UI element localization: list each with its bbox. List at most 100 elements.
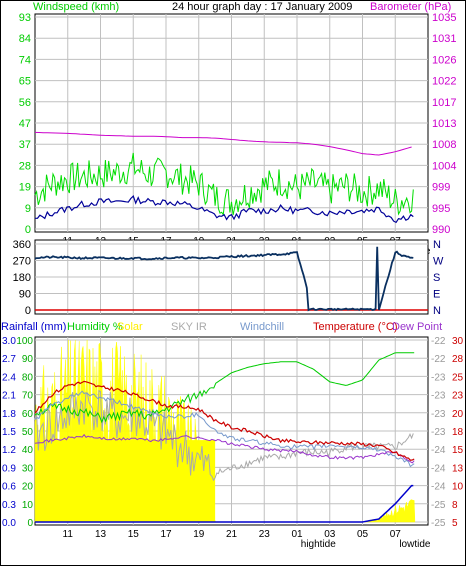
wind-tick-label: 0: [25, 224, 31, 236]
skyir-tick-label: -22: [431, 336, 446, 347]
wind-tick-label: 19: [19, 182, 31, 194]
legend-windchill: Windchill: [240, 321, 284, 333]
barometer-line: [34, 131, 412, 156]
wind-tick-label: 37: [19, 139, 31, 151]
rain-tick-label: 1.5: [2, 427, 16, 438]
rain-tick-label: 3.0: [2, 336, 16, 347]
dir-compass-label: N: [433, 305, 441, 317]
skyir-tick-label: -24: [431, 482, 446, 493]
bot-x-label: 19: [193, 529, 205, 540]
skyir-tick-label: -23: [431, 409, 446, 420]
rain-tick-label: 0.3: [2, 500, 16, 511]
bot-x-label: 11: [63, 529, 74, 540]
baro-tick-label: 990: [432, 224, 450, 236]
dir-compass-label: E: [433, 289, 440, 301]
wind-tick-label: 84: [19, 33, 31, 45]
solar-base: [36, 440, 216, 522]
humidity-tick-label: 80: [22, 372, 34, 383]
temp-tick-label: 25: [452, 372, 464, 383]
rain-tick-label: 0.6: [2, 482, 16, 493]
graph-title: 24 hour graph day : 17 January 2009: [172, 1, 352, 13]
wind-direction-layer: 360 N 270 W 180 S 90 E 0 N: [13, 239, 444, 317]
dir-tick-label: 270: [13, 256, 31, 268]
temp-tick-label: 13: [452, 463, 464, 474]
bot-x-label: 21: [226, 529, 238, 540]
windspeed-axis-title: Windspeed (kmh): [33, 1, 119, 13]
wind-tick-label: 93: [19, 12, 31, 24]
barometer-axis-title: Barometer (hPa): [370, 1, 451, 13]
wind-direction-line: [34, 246, 414, 312]
humidity-tick-label: 60: [22, 409, 34, 420]
wind-tick-label: 9: [25, 203, 31, 215]
dir-compass-label: S: [433, 272, 440, 284]
rain-tick-label: 2.1: [2, 391, 16, 402]
rain-tick-label: 1.2: [2, 445, 16, 456]
humidity-tick-label: 30: [22, 463, 34, 474]
skyir-tick-label: -23: [431, 391, 446, 402]
temperature-humidity-layer: 3.0 100 -22 302.7 90 -22 282.4 80 -23 252.1 70 -23 2…: [2, 336, 464, 550]
baro-tick-label: 995: [432, 203, 450, 215]
bot-x-label: 17: [160, 529, 172, 540]
baro-tick-label: 1035: [432, 12, 456, 24]
humidity-line: [34, 352, 415, 424]
temp-tick-label: 30: [452, 336, 464, 347]
dir-tick-label: 90: [19, 289, 31, 301]
bot-x-label: 15: [128, 529, 140, 540]
rain-tick-label: 1.8: [2, 409, 16, 420]
legend-solar: Solar: [117, 321, 143, 333]
skyir-tick-label: -23: [431, 372, 446, 383]
temp-tick-label: 18: [452, 427, 464, 438]
bot-x-label: 13: [95, 529, 107, 540]
bot-x-label: 03: [324, 529, 336, 540]
temp-tick-label: 15: [452, 445, 464, 456]
dir-tick-label: 180: [13, 272, 31, 284]
baro-tick-label: 1022: [432, 76, 456, 88]
rain-tick-label: 2.7: [2, 354, 16, 365]
baro-tick-label: 1004: [432, 160, 456, 172]
windspeed-line: [34, 152, 414, 217]
legend-rainfall: Rainfall (mm): [1, 321, 66, 333]
rain-tick-label: 0.9: [2, 463, 16, 474]
legend-humidity: Humidity %: [67, 321, 123, 333]
wind-tick-label: 47: [19, 118, 31, 130]
bot-x-label: 01: [291, 529, 303, 540]
legend-dewpoint: Dew Point: [392, 321, 442, 333]
dir-tick-label: 0: [25, 305, 31, 317]
bot-tide-label: lowtide: [399, 539, 431, 550]
humidity-tick-label: 0: [27, 518, 33, 529]
skyir-tick-label: -24: [431, 463, 446, 474]
skyir-tick-label: -22: [431, 354, 446, 365]
skyir-tick-label: -25: [431, 500, 446, 511]
humidity-tick-label: 70: [22, 391, 34, 402]
dewpoint-line: [34, 433, 415, 464]
wind-tick-label: 65: [19, 76, 31, 88]
temp-tick-label: 20: [452, 409, 464, 420]
humidity-tick-label: 10: [22, 500, 34, 511]
humidity-tick-label: 100: [16, 336, 33, 347]
dir-compass-label: W: [433, 256, 444, 268]
bot-x-label: 05: [357, 529, 369, 540]
skyir-line: [34, 389, 414, 482]
rain-tick-label: 2.4: [2, 372, 16, 383]
rain-tick-label: 0.0: [2, 518, 16, 529]
skyir-tick-label: -24: [431, 445, 446, 456]
wind-tick-label: 28: [19, 160, 31, 172]
dir-compass-label: N: [433, 239, 441, 251]
humidity-tick-label: 90: [22, 354, 34, 365]
humidity-tick-label: 50: [22, 427, 34, 438]
wind-tick-label: 56: [19, 97, 31, 109]
dir-tick-label: 360: [13, 239, 31, 251]
temp-tick-label: 23: [452, 391, 464, 402]
baro-tick-label: 1008: [432, 139, 456, 151]
baro-tick-label: 1017: [432, 97, 456, 109]
baro-tick-label: 999: [432, 182, 450, 194]
temp-tick-label: 5: [452, 518, 458, 529]
skyir-tick-label: -23: [431, 427, 446, 438]
bot-x-label: 07: [390, 529, 402, 540]
legend-temperature: Temperature (°C): [313, 321, 397, 333]
temp-tick-label: 10: [452, 482, 464, 493]
temp-tick-label: 28: [452, 354, 464, 365]
rainfall-line: [35, 484, 414, 523]
baro-tick-label: 1031: [432, 33, 456, 45]
